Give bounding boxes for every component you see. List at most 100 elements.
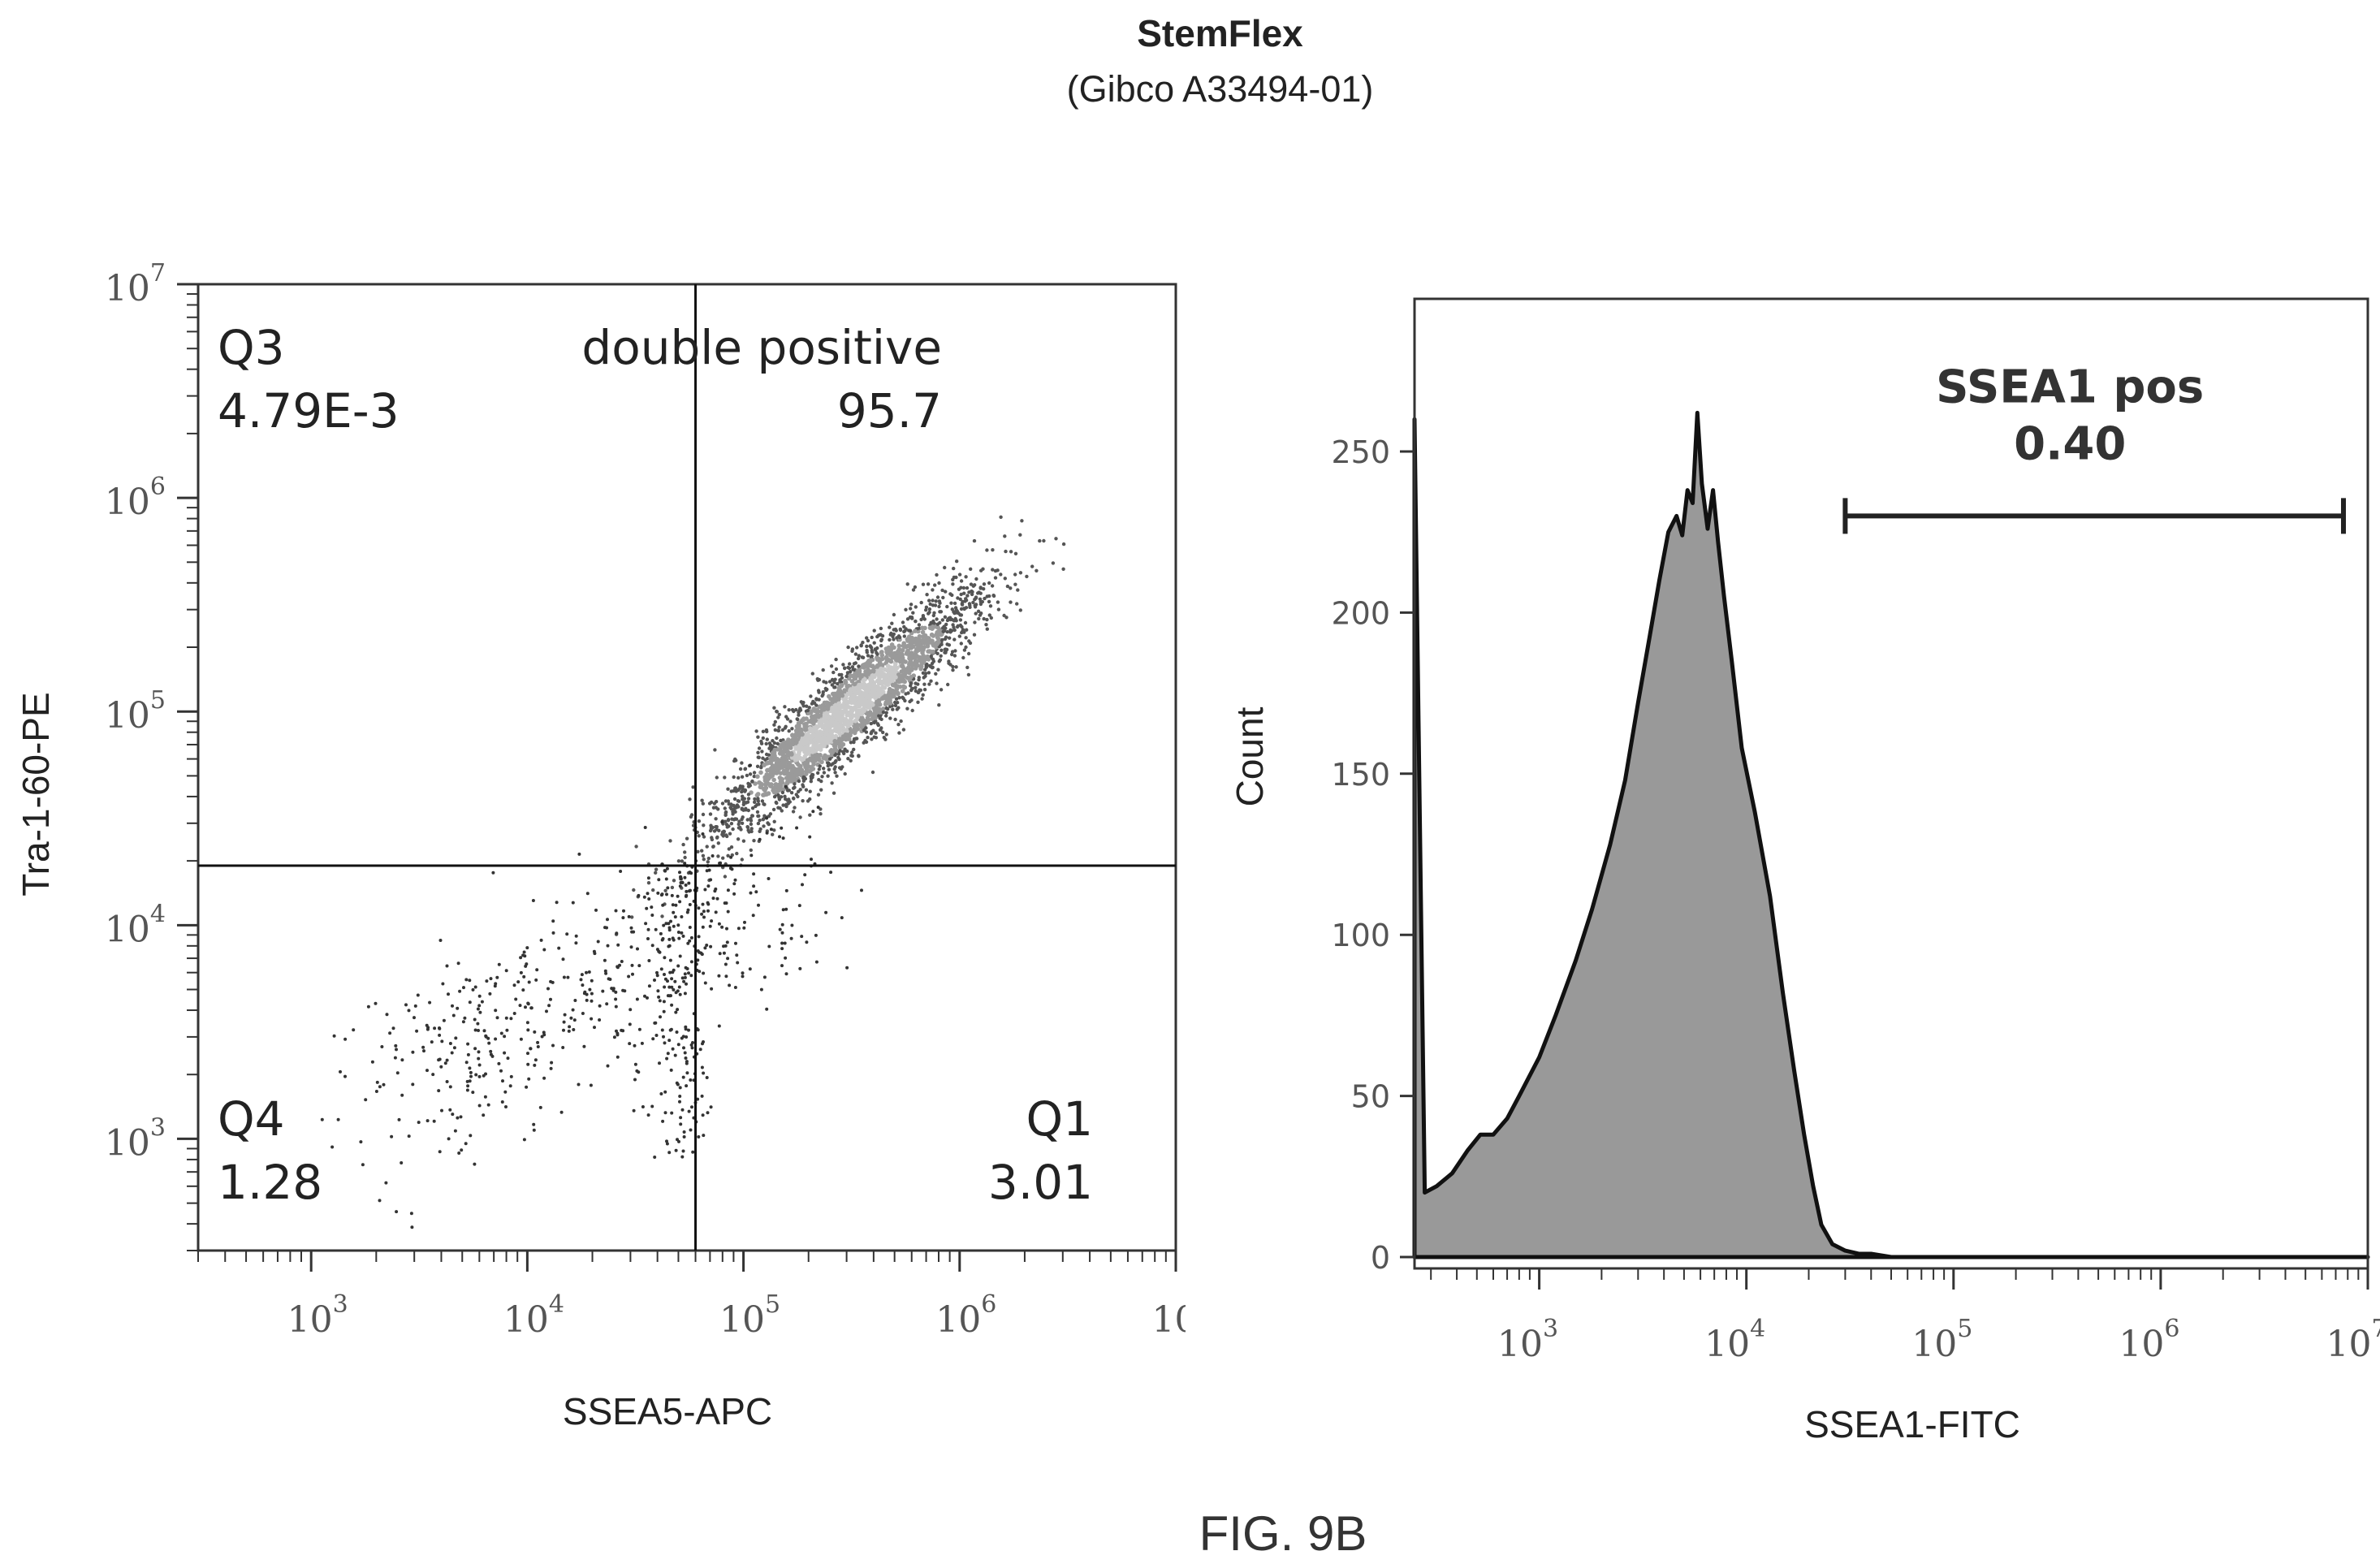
scatter-chart: 103104105106107103104105106107 Q3 4.79E-…	[15, 259, 1186, 1432]
scatter-point	[773, 728, 777, 732]
scatter-point	[889, 642, 895, 647]
scatter-point	[832, 767, 836, 771]
scatter-point	[852, 740, 856, 745]
histogram-gate[interactable]	[1842, 498, 2346, 534]
scatter-point	[731, 827, 735, 832]
scatter-point	[838, 749, 842, 753]
scatter-point	[987, 613, 992, 617]
histogram-x-tick-label: 107	[2326, 1315, 2380, 1365]
scatter-point	[927, 598, 931, 603]
scatter-point	[1054, 537, 1058, 541]
scatter-point	[949, 601, 953, 605]
scatter-point	[917, 677, 921, 682]
scatter-point	[754, 729, 758, 733]
scatter-point	[795, 717, 799, 721]
scatter-point	[791, 810, 796, 814]
scatter-point	[928, 602, 932, 607]
scatter-point	[740, 761, 744, 765]
scatter-point	[654, 867, 659, 871]
scatter-point	[836, 681, 840, 686]
scatter-point	[985, 617, 989, 622]
scatter-point	[945, 618, 950, 623]
scatter-point	[853, 652, 858, 656]
scatter-point	[888, 637, 892, 642]
scatter-point	[959, 592, 963, 597]
scatter-point	[901, 620, 905, 624]
scatter-point	[827, 693, 831, 699]
scatter-point	[729, 806, 733, 810]
scatter-point	[849, 741, 853, 745]
scatter-point	[761, 756, 765, 760]
scatter-point	[829, 763, 833, 767]
scatter-point	[935, 681, 939, 685]
scatter-point	[797, 711, 801, 715]
scatter-point	[856, 656, 861, 661]
scatter-point	[931, 588, 935, 592]
scatter-point	[755, 764, 760, 768]
scatter-point	[927, 607, 932, 611]
scatter-point	[865, 650, 870, 655]
scatter-point	[961, 655, 965, 660]
scatter-point	[964, 575, 968, 579]
scatter-point	[1030, 564, 1035, 568]
scatter-point	[950, 652, 954, 657]
scatter-point	[831, 670, 836, 675]
gate-label: SSEA1 pos	[1936, 361, 2204, 413]
scatter-point	[808, 813, 812, 817]
scatter-point	[973, 620, 977, 624]
scatter-point	[865, 636, 869, 640]
scatter-point	[892, 632, 896, 637]
scatter-point	[757, 814, 761, 819]
scatter-point	[951, 664, 955, 669]
scatter-point	[1013, 572, 1017, 577]
scatter-point	[788, 719, 793, 724]
scatter-point	[881, 730, 885, 735]
scatter-point	[948, 636, 952, 640]
scatter-point	[978, 591, 983, 595]
scatter-point	[741, 794, 745, 798]
scatter-point	[729, 845, 734, 849]
histogram-area	[1412, 410, 2370, 1259]
scatter-point	[796, 794, 800, 799]
scatter-point	[936, 668, 940, 672]
scatter-point	[974, 611, 978, 616]
scatter-point	[930, 661, 935, 666]
scatter-point	[870, 770, 875, 775]
scatter-point	[875, 722, 880, 726]
scatter-point	[701, 801, 705, 806]
scatter-point	[702, 835, 706, 839]
scatter-point	[899, 719, 903, 724]
scatter-point	[884, 732, 889, 737]
scatter-point	[905, 675, 910, 680]
scatter-point	[948, 630, 952, 634]
scatter-point	[804, 788, 809, 792]
scatter-point	[879, 644, 883, 648]
scatter-point	[884, 714, 888, 718]
scatter-point	[892, 628, 896, 632]
scatter-point	[746, 797, 751, 801]
scatter-point	[1051, 561, 1056, 565]
scatter-point	[817, 767, 821, 771]
scatter-point	[741, 839, 746, 843]
scatter-point	[1020, 519, 1024, 523]
scatter-point	[783, 705, 787, 709]
scatter-point	[993, 576, 998, 580]
scatter-point	[727, 847, 731, 851]
scatter-point	[680, 859, 685, 863]
scatter-point	[713, 748, 717, 752]
scatter-point	[1035, 568, 1039, 572]
scatter-point	[668, 839, 672, 843]
scatter-point	[775, 736, 779, 741]
scatter-point	[829, 664, 834, 668]
scatter-points	[320, 515, 1066, 1229]
scatter-point	[706, 860, 710, 864]
scatter-point	[959, 642, 964, 646]
scatter-point	[754, 793, 760, 798]
scatter-point	[901, 728, 906, 732]
scatter-point	[697, 819, 702, 823]
scatter-point	[1015, 602, 1019, 606]
scatter-point	[816, 678, 820, 682]
scatter-point	[755, 810, 760, 814]
scatter-point	[721, 856, 725, 860]
scatter-point	[630, 915, 634, 919]
